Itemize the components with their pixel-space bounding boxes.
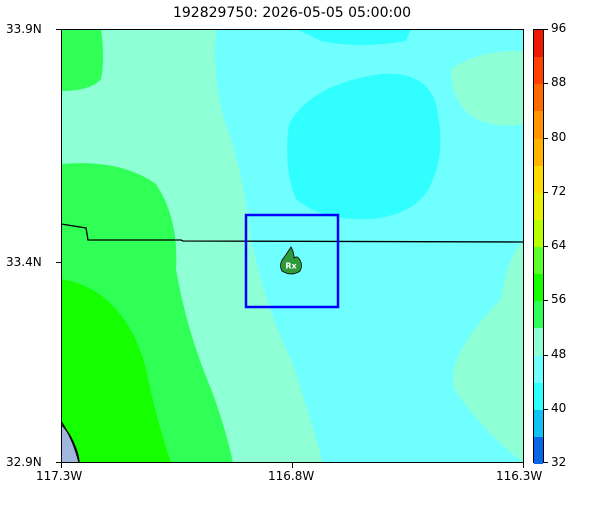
- contour-fill-56: [61, 279, 171, 463]
- x-tick-label: 116.3W: [496, 469, 543, 483]
- x-tick-mark: [292, 463, 293, 468]
- y-tick-label: 32.9N: [6, 455, 42, 469]
- colorbar-segment: [534, 219, 543, 247]
- x-tick-label: 116.8W: [268, 469, 315, 483]
- study-area-box[interactable]: [244, 213, 340, 309]
- colorbar-tick-label: 96: [551, 21, 567, 35]
- colorbar-segment: [534, 111, 543, 139]
- colorbar-segment: [534, 436, 543, 464]
- colorbar-segment: [534, 138, 543, 166]
- colorbar-segment: [534, 301, 543, 329]
- colorbar-tick-mark: [544, 246, 548, 247]
- colorbar-tick-mark: [544, 408, 548, 410]
- fire-icon[interactable]: Rx: [280, 246, 302, 275]
- colorbar-tick-label: 88: [551, 75, 567, 90]
- colorbar-segment: [534, 30, 543, 58]
- contour-fill-48-lower-right: [452, 239, 524, 463]
- y-tick-mark: [56, 462, 61, 463]
- colorbar-tick-mark: [544, 300, 548, 302]
- colorbar-tick-mark: [544, 137, 548, 139]
- colorbar-segment: [534, 355, 543, 383]
- map-area[interactable]: Rx: [61, 29, 524, 463]
- colorbar-tick-mark: [544, 354, 548, 356]
- colorbar: [533, 29, 544, 464]
- colorbar-tick-label: 48: [551, 346, 567, 361]
- boundary-line: [61, 223, 524, 243]
- y-tick-label: 33.4N: [6, 255, 42, 269]
- contour-fill-48-upper-right: [451, 50, 524, 126]
- fire-marker-label: Rx: [285, 262, 297, 271]
- coastline: [61, 420, 80, 463]
- contour-fill-52-top: [61, 29, 103, 91]
- contour-fill-40-center: [287, 73, 441, 220]
- colorbar-segment: [534, 409, 543, 437]
- y-tick-mark: [56, 29, 61, 30]
- colorbar-tick-label: 80: [551, 129, 567, 144]
- contour-fill-40-top: [296, 29, 411, 45]
- colorbar-segment: [534, 382, 543, 410]
- map-title: 192829750: 2026-05-05 05:00:00: [172, 5, 412, 21]
- colorbar-segment: [534, 84, 543, 112]
- colorbar-tick-mark: [544, 191, 548, 193]
- colorbar-tick-label: 40: [551, 400, 567, 415]
- y-tick-mark: [56, 262, 61, 263]
- colorbar-tick-label: 64: [551, 238, 567, 252]
- colorbar-tick-label: 32: [551, 455, 567, 469]
- colorbar-tick-mark: [544, 83, 548, 85]
- colorbar-segment: [534, 57, 543, 85]
- colorbar-segment: [534, 247, 543, 275]
- colorbar-segment: [534, 165, 543, 193]
- colorbar-tick-mark: [544, 462, 548, 463]
- colorbar-tick-mark: [544, 29, 548, 30]
- x-tick-mark: [523, 463, 524, 468]
- contour-map: Rx: [61, 29, 524, 463]
- colorbar-segment: [534, 274, 543, 302]
- y-tick-label: 33.9N: [6, 22, 42, 36]
- colorbar-segment: [534, 192, 543, 220]
- x-tick-label: 117.3W: [36, 469, 83, 483]
- colorbar-tick-label: 72: [551, 183, 567, 198]
- colorbar-tick-label: 56: [551, 292, 567, 307]
- colorbar-segment: [534, 328, 543, 356]
- x-tick-mark: [61, 463, 62, 468]
